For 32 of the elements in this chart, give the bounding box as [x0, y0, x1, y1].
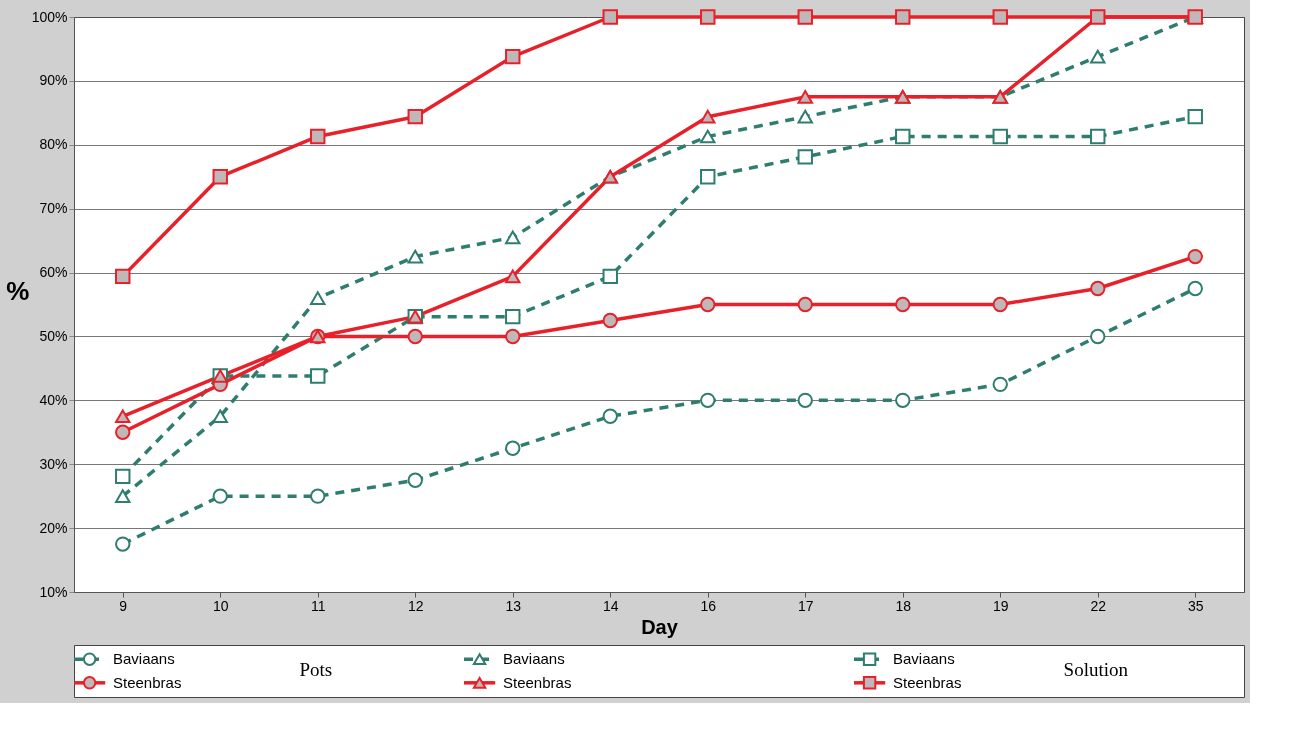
legend-label: Baviaans: [503, 650, 565, 668]
y-tick-label: 30%: [39, 455, 68, 472]
x-tick-label: 18: [895, 597, 912, 614]
x-axis-title: Day: [641, 615, 679, 638]
x-tick-label: 12: [407, 597, 424, 614]
text: Solution: [1063, 659, 1129, 680]
x-tick-label: 9: [119, 597, 128, 614]
x-tick-label: 13: [505, 597, 522, 614]
y-tick-label: 50%: [39, 327, 68, 344]
y-tick-label: 20%: [39, 519, 68, 536]
x-tick-label: 11: [310, 597, 326, 614]
y-tick-label: 40%: [39, 391, 68, 408]
legend-label: Steenbras: [113, 673, 182, 691]
text: Pots: [299, 659, 333, 680]
x-tick-label: 17: [797, 597, 814, 614]
x-tick-label: 14: [602, 597, 619, 614]
x-tick-label: 22: [1090, 597, 1107, 614]
x-tick-label: 35: [1187, 597, 1204, 614]
legend-label: Steenbras: [893, 673, 962, 691]
y-tick-label: 70%: [39, 200, 68, 217]
y-tick-label: 100%: [31, 8, 68, 25]
y-tick-label: 80%: [39, 136, 68, 153]
legend-label: Steenbras: [503, 673, 572, 691]
y-tick-label: 10%: [39, 583, 68, 600]
y-tick-label: 90%: [39, 72, 68, 89]
legend-label: Baviaans: [893, 650, 955, 668]
x-tick-label: 19: [992, 597, 1009, 614]
y-tick-label: 60%: [39, 264, 68, 281]
y-axis-title: %: [6, 276, 30, 306]
x-tick-label: 16: [700, 597, 717, 614]
legend-label: Baviaans: [113, 650, 175, 668]
x-tick-label: 10: [212, 597, 229, 614]
